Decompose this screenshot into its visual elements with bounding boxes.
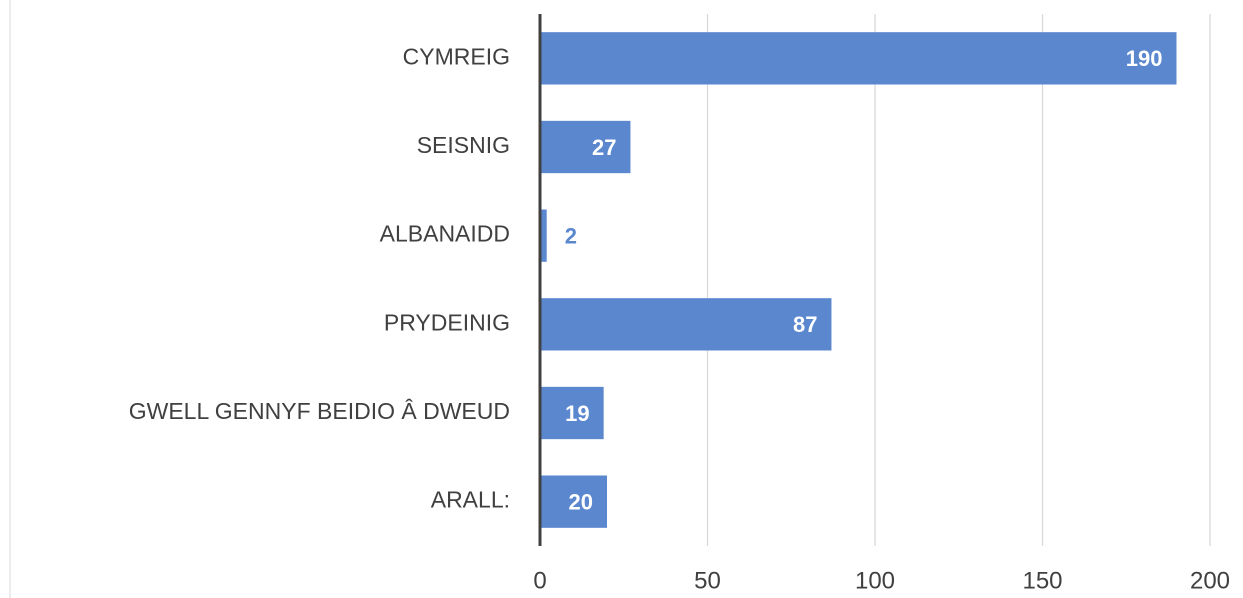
bar [540, 209, 547, 262]
value-label: 2 [565, 223, 577, 248]
bar [540, 475, 607, 528]
value-label: 27 [592, 135, 616, 160]
x-tick-label: 0 [533, 567, 546, 594]
value-label: 87 [793, 312, 817, 337]
y-tick-label: GWELL GENNYF BEIDIO Â DWEUD [129, 398, 510, 424]
x-tick-label: 150 [1022, 567, 1062, 594]
bar [540, 298, 832, 351]
y-tick-label: PRYDEINIG [384, 309, 510, 335]
x-tick-label: 100 [855, 567, 895, 594]
value-label: 190 [1126, 46, 1163, 71]
x-tick-label: 200 [1190, 567, 1230, 594]
bar [540, 120, 631, 174]
bar [540, 32, 1177, 85]
y-tick-label: CYMREIG [403, 43, 510, 69]
x-tick-label: 50 [694, 567, 721, 594]
y-tick-label: ARALL: [431, 487, 510, 513]
y-tick-label: ALBANAIDD [380, 221, 510, 247]
value-label: 19 [565, 401, 589, 426]
bar [540, 386, 604, 440]
value-label: 20 [569, 489, 593, 514]
y-tick-label: SEISNIG [417, 132, 510, 158]
